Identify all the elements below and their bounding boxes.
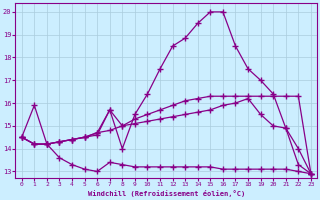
X-axis label: Windchill (Refroidissement éolien,°C): Windchill (Refroidissement éolien,°C) <box>88 190 245 197</box>
